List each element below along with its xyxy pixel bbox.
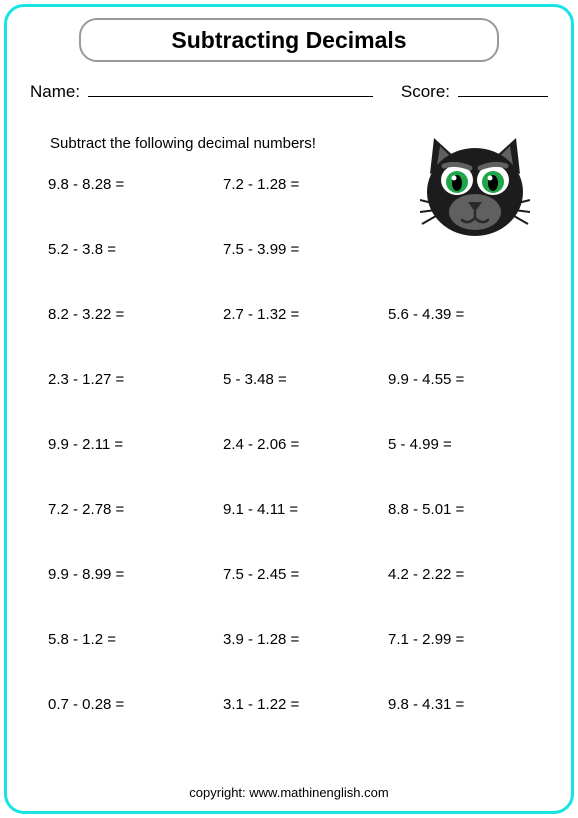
score-blank-line[interactable]	[458, 78, 548, 97]
problem-cell: 4.2 - 2.22 =	[388, 566, 538, 583]
problem-row: 9.8 - 8.28 = 7.2 - 1.28 =	[48, 176, 538, 241]
problem-cell: 3.1 - 1.22 =	[223, 696, 388, 713]
problem-row: 8.2 - 3.22 = 2.7 - 1.32 = 5.6 - 4.39 =	[48, 306, 538, 371]
problem-cell: 7.2 - 2.78 =	[48, 501, 223, 518]
problem-row: 7.2 - 2.78 = 9.1 - 4.11 = 8.8 - 5.01 =	[48, 501, 538, 566]
problem-row: 5.8 - 1.2 = 3.9 - 1.28 = 7.1 - 2.99 =	[48, 631, 538, 696]
problem-row: 9.9 - 2.11 = 2.4 - 2.06 = 5 - 4.99 =	[48, 436, 538, 501]
problem-cell: 5 - 4.99 =	[388, 436, 538, 453]
problem-cell: 0.7 - 0.28 =	[48, 696, 223, 713]
problem-cell: 9.9 - 8.99 =	[48, 566, 223, 583]
problem-cell: 8.2 - 3.22 =	[48, 306, 223, 323]
problem-row: 0.7 - 0.28 = 3.1 - 1.22 = 9.8 - 4.31 =	[48, 696, 538, 761]
name-score-row: Name: Score:	[30, 78, 548, 102]
problem-cell: 5.8 - 1.2 =	[48, 631, 223, 648]
problem-cell: 7.1 - 2.99 =	[388, 631, 538, 648]
problem-cell: 7.5 - 3.99 =	[223, 241, 388, 258]
problem-cell: 7.2 - 1.28 =	[223, 176, 388, 193]
problem-cell: 2.4 - 2.06 =	[223, 436, 388, 453]
problem-cell: 8.8 - 5.01 =	[388, 501, 538, 518]
problem-cell: 9.9 - 2.11 =	[48, 436, 223, 453]
name-label: Name:	[30, 82, 80, 102]
problem-cell: 7.5 - 2.45 =	[223, 566, 388, 583]
problem-row: 5.2 - 3.8 = 7.5 - 3.99 =	[48, 241, 538, 306]
name-blank-line[interactable]	[88, 78, 373, 97]
title-box: Subtracting Decimals	[79, 18, 499, 62]
problem-cell: 9.9 - 4.55 =	[388, 371, 538, 388]
problem-cell: 2.7 - 1.32 =	[223, 306, 388, 323]
score-label: Score:	[401, 82, 450, 102]
instruction-text: Subtract the following decimal numbers!	[50, 135, 316, 152]
problem-cell: 2.3 - 1.27 =	[48, 371, 223, 388]
problem-cell: 5 - 3.48 =	[223, 371, 388, 388]
problem-cell: 3.9 - 1.28 =	[223, 631, 388, 648]
problem-cell: 9.8 - 8.28 =	[48, 176, 223, 193]
problem-cell: 9.8 - 4.31 =	[388, 696, 538, 713]
page-title: Subtracting Decimals	[171, 27, 406, 54]
problem-cell: 5.2 - 3.8 =	[48, 241, 223, 258]
problem-cell: 5.6 - 4.39 =	[388, 306, 538, 323]
copyright-text: copyright: www.mathinenglish.com	[0, 785, 578, 800]
problem-row: 2.3 - 1.27 = 5 - 3.48 = 9.9 - 4.55 =	[48, 371, 538, 436]
problem-row: 9.9 - 8.99 = 7.5 - 2.45 = 4.2 - 2.22 =	[48, 566, 538, 631]
problem-cell: 9.1 - 4.11 =	[223, 501, 388, 518]
problems-grid: 9.8 - 8.28 = 7.2 - 1.28 = 5.2 - 3.8 = 7.…	[48, 176, 538, 758]
